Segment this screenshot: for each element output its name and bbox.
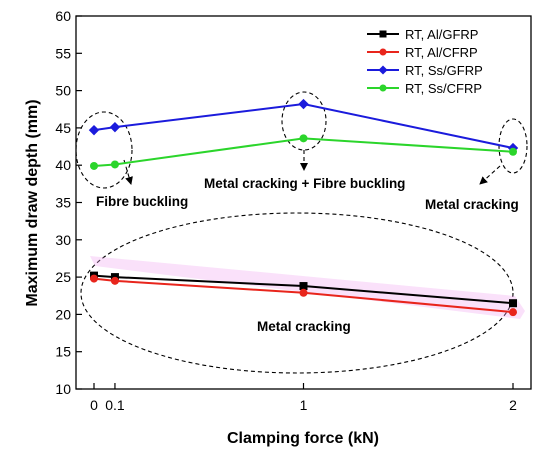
y-tick-label: 30: [55, 232, 71, 248]
annotation-fibre-buckling: Fibre buckling: [96, 194, 188, 209]
data-point: [299, 288, 308, 297]
x-axis-title: Clamping force (kN): [227, 430, 379, 447]
y-tick-label: 55: [55, 45, 71, 61]
data-point: [88, 124, 100, 136]
legend-marker: [379, 84, 387, 92]
data-point: [509, 308, 517, 317]
series-layer: [88, 98, 519, 317]
y-tick-label: 40: [55, 157, 71, 173]
data-point: [90, 161, 98, 170]
mid-ellipse: [281, 91, 327, 151]
data-point: [509, 299, 517, 308]
x-tick-label: 2: [509, 397, 517, 413]
x-tick-label: 0: [90, 397, 98, 413]
data-point: [299, 282, 308, 291]
arrow-right: [479, 165, 501, 185]
legend-label: RT, Ss/GFRP: [405, 63, 483, 78]
data-point: [90, 274, 98, 283]
series-1: [90, 274, 517, 317]
legend-label: RT, Ss/CFRP: [405, 81, 482, 96]
y-axis-ticks: 10 15 20 25 30 35 40 45 50 55 60: [55, 8, 82, 397]
legend-marker: [379, 30, 387, 38]
y-tick-label: 60: [55, 8, 71, 24]
x-axis-ticks: 0 0.1 1 2: [90, 383, 517, 413]
series-line: [93, 137, 514, 167]
annotation-metal-cracking-bottom: Metal cracking: [257, 319, 351, 334]
y-tick-label: 20: [55, 306, 71, 322]
series-2: [88, 98, 519, 154]
bottom-ellipse: [80, 212, 514, 374]
y-tick-label: 45: [55, 120, 71, 136]
legend-marker: [379, 48, 387, 56]
data-point: [509, 147, 517, 156]
data-point: [110, 160, 119, 169]
y-tick-label: 35: [55, 195, 71, 211]
legend-items: RT, Al/GFRP RT, Al/CFRP RT, Ss/GFRP RT, Ss/…: [367, 27, 483, 96]
series-3: [90, 134, 517, 170]
data-point: [109, 121, 121, 133]
data-point: [298, 98, 309, 110]
series-line: [93, 277, 514, 314]
annotation-metal-cracking-right: Metal cracking: [425, 197, 519, 212]
y-tick-label: 50: [55, 83, 71, 99]
x-tick-label: 1: [300, 397, 308, 413]
legend-marker: [378, 65, 388, 75]
series-line: [93, 103, 514, 150]
annotation-labels: Fibre buckling Metal cracking + Fibre bu…: [96, 176, 519, 334]
y-tick-label: 10: [55, 381, 71, 397]
y-axis-title: Maximum draw depth (mm): [24, 99, 41, 306]
annotation-metal-fibre: Metal cracking + Fibre buckling: [204, 176, 405, 191]
data-point: [110, 276, 119, 285]
fibre-buckling-ellipse: [75, 111, 133, 189]
annotation-arrows: [123, 150, 501, 185]
x-tick-label: 0.1: [105, 397, 125, 413]
legend-label: RT, Al/GFRP: [405, 27, 478, 42]
legend-label: RT, Al/CFRP: [405, 45, 478, 60]
y-tick-label: 25: [55, 269, 71, 285]
y-tick-label: 15: [55, 344, 71, 360]
data-point: [299, 134, 308, 143]
legend: RT, Al/GFRP RT, Al/CFRP RT, Ss/GFRP RT, Ss/…: [356, 25, 528, 99]
annotation-shapes: [75, 91, 528, 374]
series-line: [93, 274, 514, 305]
